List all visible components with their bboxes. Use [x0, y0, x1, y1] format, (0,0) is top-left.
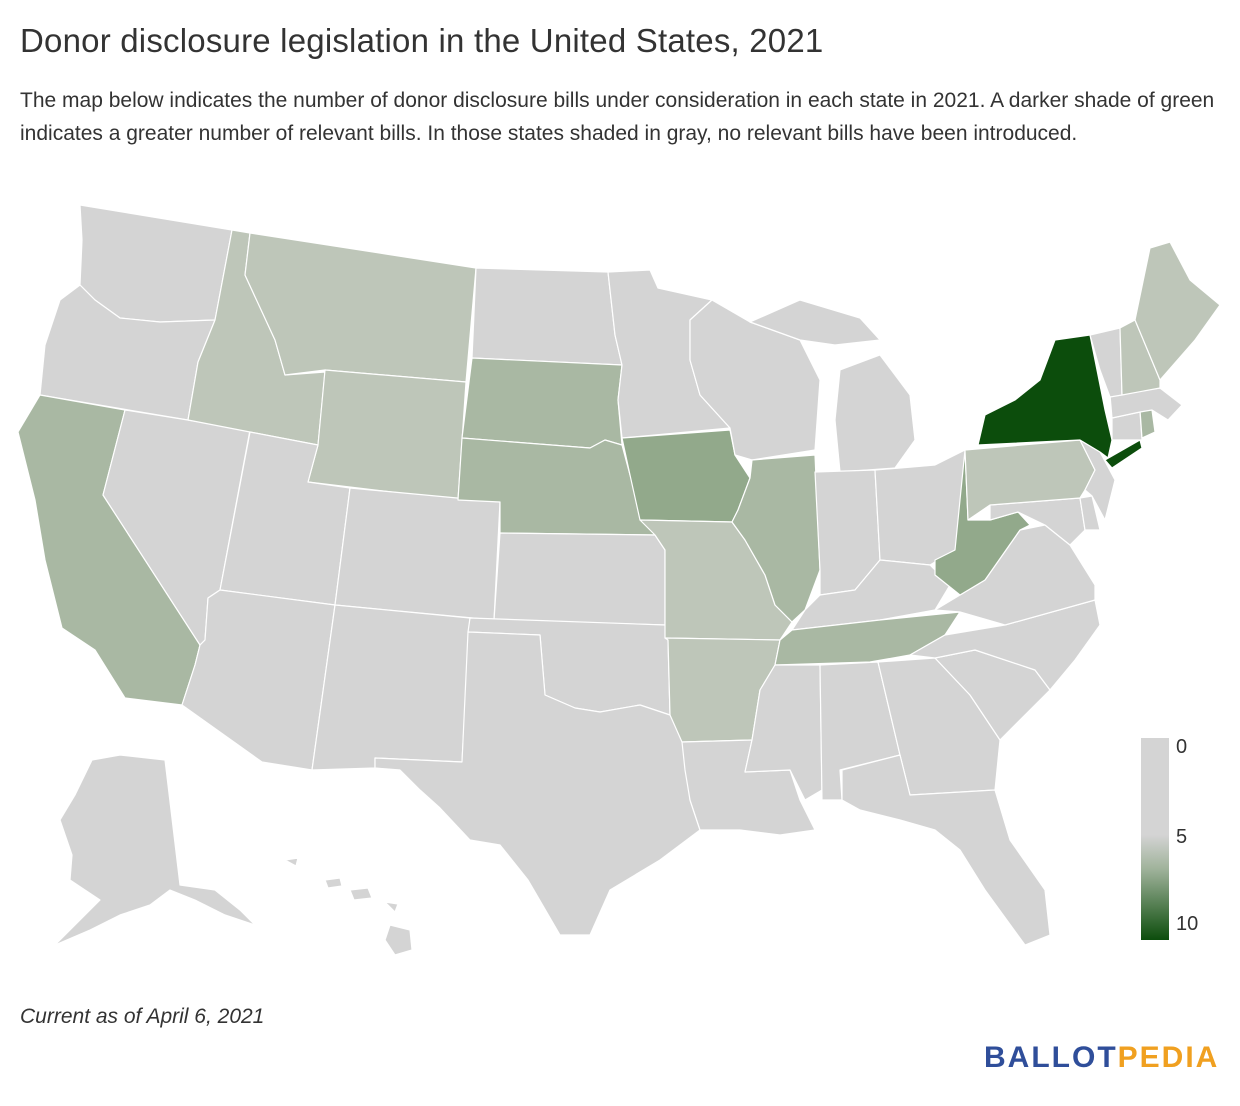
logo-part-pedia: PEDIA	[1117, 1041, 1220, 1074]
state-ME[interactable]	[1134, 241, 1221, 381]
footnote: Current as of April 6, 2021	[20, 1005, 265, 1028]
state-MI[interactable]	[749, 299, 916, 473]
state-NM[interactable]	[311, 604, 471, 771]
state-TX[interactable]	[374, 631, 701, 936]
ballotpedia-logo[interactable]: BALLOTPEDIA	[984, 1041, 1219, 1075]
state-KY[interactable]	[791, 559, 951, 631]
state-WA[interactable]	[79, 204, 233, 323]
state-WV[interactable]	[934, 449, 1031, 596]
state-DE[interactable]	[1079, 495, 1101, 531]
state-NC[interactable]	[909, 599, 1101, 691]
logo-part-ballot: BALLOT	[984, 1041, 1118, 1074]
state-NJ[interactable]	[1079, 439, 1116, 521]
state-FL[interactable]	[841, 754, 1051, 946]
us-map	[0, 190, 1240, 980]
legend-max-label: 10	[1176, 913, 1199, 935]
state-IA[interactable]	[621, 429, 751, 523]
state-NH[interactable]	[1119, 319, 1161, 396]
state-VT[interactable]	[1089, 327, 1123, 398]
state-MT[interactable]	[244, 232, 477, 383]
color-legend: 0 5 10	[1141, 736, 1231, 943]
state-KS[interactable]	[493, 532, 666, 626]
map-subtitle: The map below indicates the number of do…	[20, 89, 1215, 145]
state-MA[interactable]	[1109, 387, 1183, 421]
legend-mid-label: 5	[1176, 826, 1188, 848]
state-HI[interactable]	[284, 857, 413, 956]
state-WY[interactable]	[307, 369, 467, 501]
state-NY[interactable]	[977, 334, 1143, 469]
legend-min-label: 0	[1176, 736, 1188, 758]
legend-gradient-bar	[1141, 738, 1169, 940]
state-CO[interactable]	[334, 487, 501, 621]
state-ND[interactable]	[471, 267, 623, 366]
state-SD[interactable]	[461, 357, 623, 449]
state-MS[interactable]	[744, 664, 823, 801]
map-title: Donor disclosure legislation in the Unit…	[20, 22, 824, 59]
state-AK[interactable]	[54, 754, 256, 946]
state-RI[interactable]	[1139, 409, 1156, 439]
